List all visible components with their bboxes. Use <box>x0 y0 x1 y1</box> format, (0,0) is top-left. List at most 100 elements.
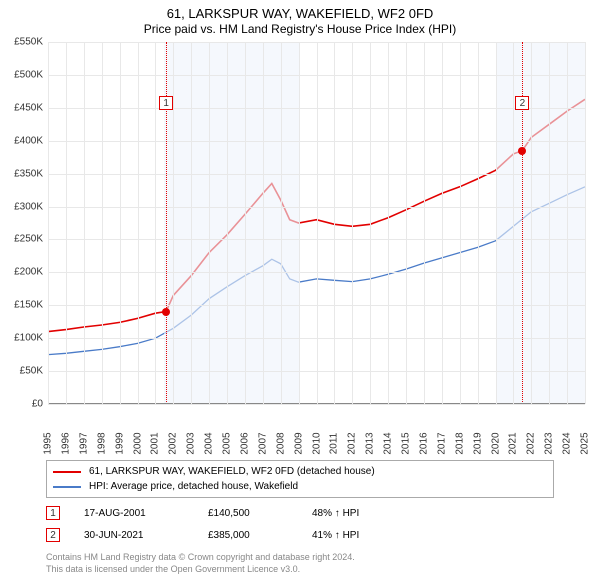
x-tick-label: 2008 <box>275 432 286 454</box>
x-tick-label: 2004 <box>204 432 215 454</box>
annotation-row: 1 17-AUG-2001 £140,500 48% ↑ HPI <box>46 502 554 524</box>
recession-shade <box>164 42 298 404</box>
annotation-num: 1 <box>46 506 60 520</box>
footer-line2: This data is licensed under the Open Gov… <box>46 564 554 575</box>
grid-v <box>191 42 192 404</box>
grid-v <box>66 42 67 404</box>
footer: Contains HM Land Registry data © Crown c… <box>46 552 554 575</box>
grid-v <box>388 42 389 404</box>
x-tick-label: 2020 <box>490 432 501 454</box>
grid-v <box>442 42 443 404</box>
x-tick-label: 2018 <box>454 432 465 454</box>
grid-v <box>227 42 228 404</box>
y-tick-label: £350K <box>14 168 48 179</box>
y-tick-label: £550K <box>14 37 48 48</box>
x-tick-label: 2009 <box>293 432 304 454</box>
grid-v <box>496 42 497 404</box>
x-tick-label: 2007 <box>257 432 268 454</box>
chart-subtitle: Price paid vs. HM Land Registry's House … <box>0 22 600 42</box>
grid-v <box>585 42 586 404</box>
x-tick-label: 2003 <box>186 432 197 454</box>
grid-v <box>84 42 85 404</box>
legend-row: HPI: Average price, detached house, Wake… <box>53 479 547 494</box>
annotation-price: £385,000 <box>208 530 288 541</box>
x-tick-label: 2021 <box>508 432 519 454</box>
x-tick-label: 2015 <box>401 432 412 454</box>
chart-area: £0£50K£100K£150K£200K£250K£300K£350K£400… <box>48 42 585 424</box>
annotations: 117-AUG-2001£140,50048% ↑ HPI230-JUN-202… <box>46 502 554 546</box>
x-tick-label: 1995 <box>43 432 54 454</box>
y-tick-label: £50K <box>20 366 48 377</box>
footer-line1: Contains HM Land Registry data © Crown c… <box>46 552 554 564</box>
grid-v <box>406 42 407 404</box>
x-tick-label: 1996 <box>60 432 71 454</box>
grid-v <box>370 42 371 404</box>
x-tick-label: 2006 <box>239 432 250 454</box>
grid-v <box>102 42 103 404</box>
grid-v <box>352 42 353 404</box>
legend-label: 61, LARKSPUR WAY, WAKEFIELD, WF2 0FD (de… <box>89 466 375 477</box>
chart-title: 61, LARKSPUR WAY, WAKEFIELD, WF2 0FD <box>0 0 600 22</box>
grid-v <box>263 42 264 404</box>
x-tick-label: 2011 <box>329 433 340 455</box>
y-tick-label: £400K <box>14 135 48 146</box>
annotation-price: £140,500 <box>208 508 288 519</box>
x-tick-label: 2005 <box>222 432 233 454</box>
grid-v <box>424 42 425 404</box>
grid-v <box>299 42 300 404</box>
y-tick-label: £0 <box>32 399 48 410</box>
x-tick-label: 2002 <box>168 432 179 454</box>
y-tick-label: £300K <box>14 201 48 212</box>
grid-v <box>334 42 335 404</box>
y-tick-label: £500K <box>14 69 48 80</box>
marker-box: 1 <box>159 96 173 110</box>
x-tick-label: 2016 <box>418 432 429 454</box>
x-tick-label: 2022 <box>526 432 537 454</box>
grid-v <box>567 42 568 404</box>
grid-h <box>48 404 585 405</box>
x-tick-label: 2013 <box>365 432 376 454</box>
grid-v <box>120 42 121 404</box>
x-tick-label: 2024 <box>562 432 573 454</box>
legend-swatch <box>53 471 81 473</box>
annotation-row: 230-JUN-2021£385,00041% ↑ HPI <box>46 524 554 546</box>
y-tick-label: £100K <box>14 333 48 344</box>
annotation-delta: 41% ↑ HPI <box>312 530 359 541</box>
recession-shade <box>496 42 586 404</box>
grid-v <box>138 42 139 404</box>
grid-v <box>531 42 532 404</box>
x-tick-label: 1999 <box>114 432 125 454</box>
y-tick-label: £450K <box>14 102 48 113</box>
chart-container: 61, LARKSPUR WAY, WAKEFIELD, WF2 0FD Pri… <box>0 0 600 560</box>
legend-label: HPI: Average price, detached house, Wake… <box>89 481 298 492</box>
x-tick-label: 2010 <box>311 432 322 454</box>
x-tick-label: 2001 <box>150 432 161 454</box>
grid-v <box>478 42 479 404</box>
legend-swatch <box>53 486 81 488</box>
marker-dot <box>162 308 170 316</box>
legend: 61, LARKSPUR WAY, WAKEFIELD, WF2 0FD (de… <box>46 460 554 498</box>
grid-v <box>549 42 550 404</box>
annotation-date: 30-JUN-2021 <box>84 530 184 541</box>
grid-v <box>48 42 49 404</box>
grid-v <box>173 42 174 404</box>
marker-box: 2 <box>515 96 529 110</box>
x-tick-label: 2023 <box>544 432 555 454</box>
grid-v <box>245 42 246 404</box>
marker-dot <box>518 147 526 155</box>
x-tick-label: 2012 <box>347 432 358 454</box>
annotation-date: 17-AUG-2001 <box>84 508 184 519</box>
x-tick-label: 2017 <box>436 432 447 454</box>
annotation-delta: 48% ↑ HPI <box>312 508 359 519</box>
y-tick-label: £200K <box>14 267 48 278</box>
x-tick-label: 1997 <box>78 432 89 454</box>
y-tick-label: £250K <box>14 234 48 245</box>
grid-v <box>281 42 282 404</box>
x-tick-label: 2025 <box>580 432 591 454</box>
grid-v <box>155 42 156 404</box>
y-tick-label: £150K <box>14 300 48 311</box>
x-tick-label: 2000 <box>132 432 143 454</box>
x-tick-label: 2019 <box>472 432 483 454</box>
grid-v <box>209 42 210 404</box>
legend-row: 61, LARKSPUR WAY, WAKEFIELD, WF2 0FD (de… <box>53 464 547 479</box>
